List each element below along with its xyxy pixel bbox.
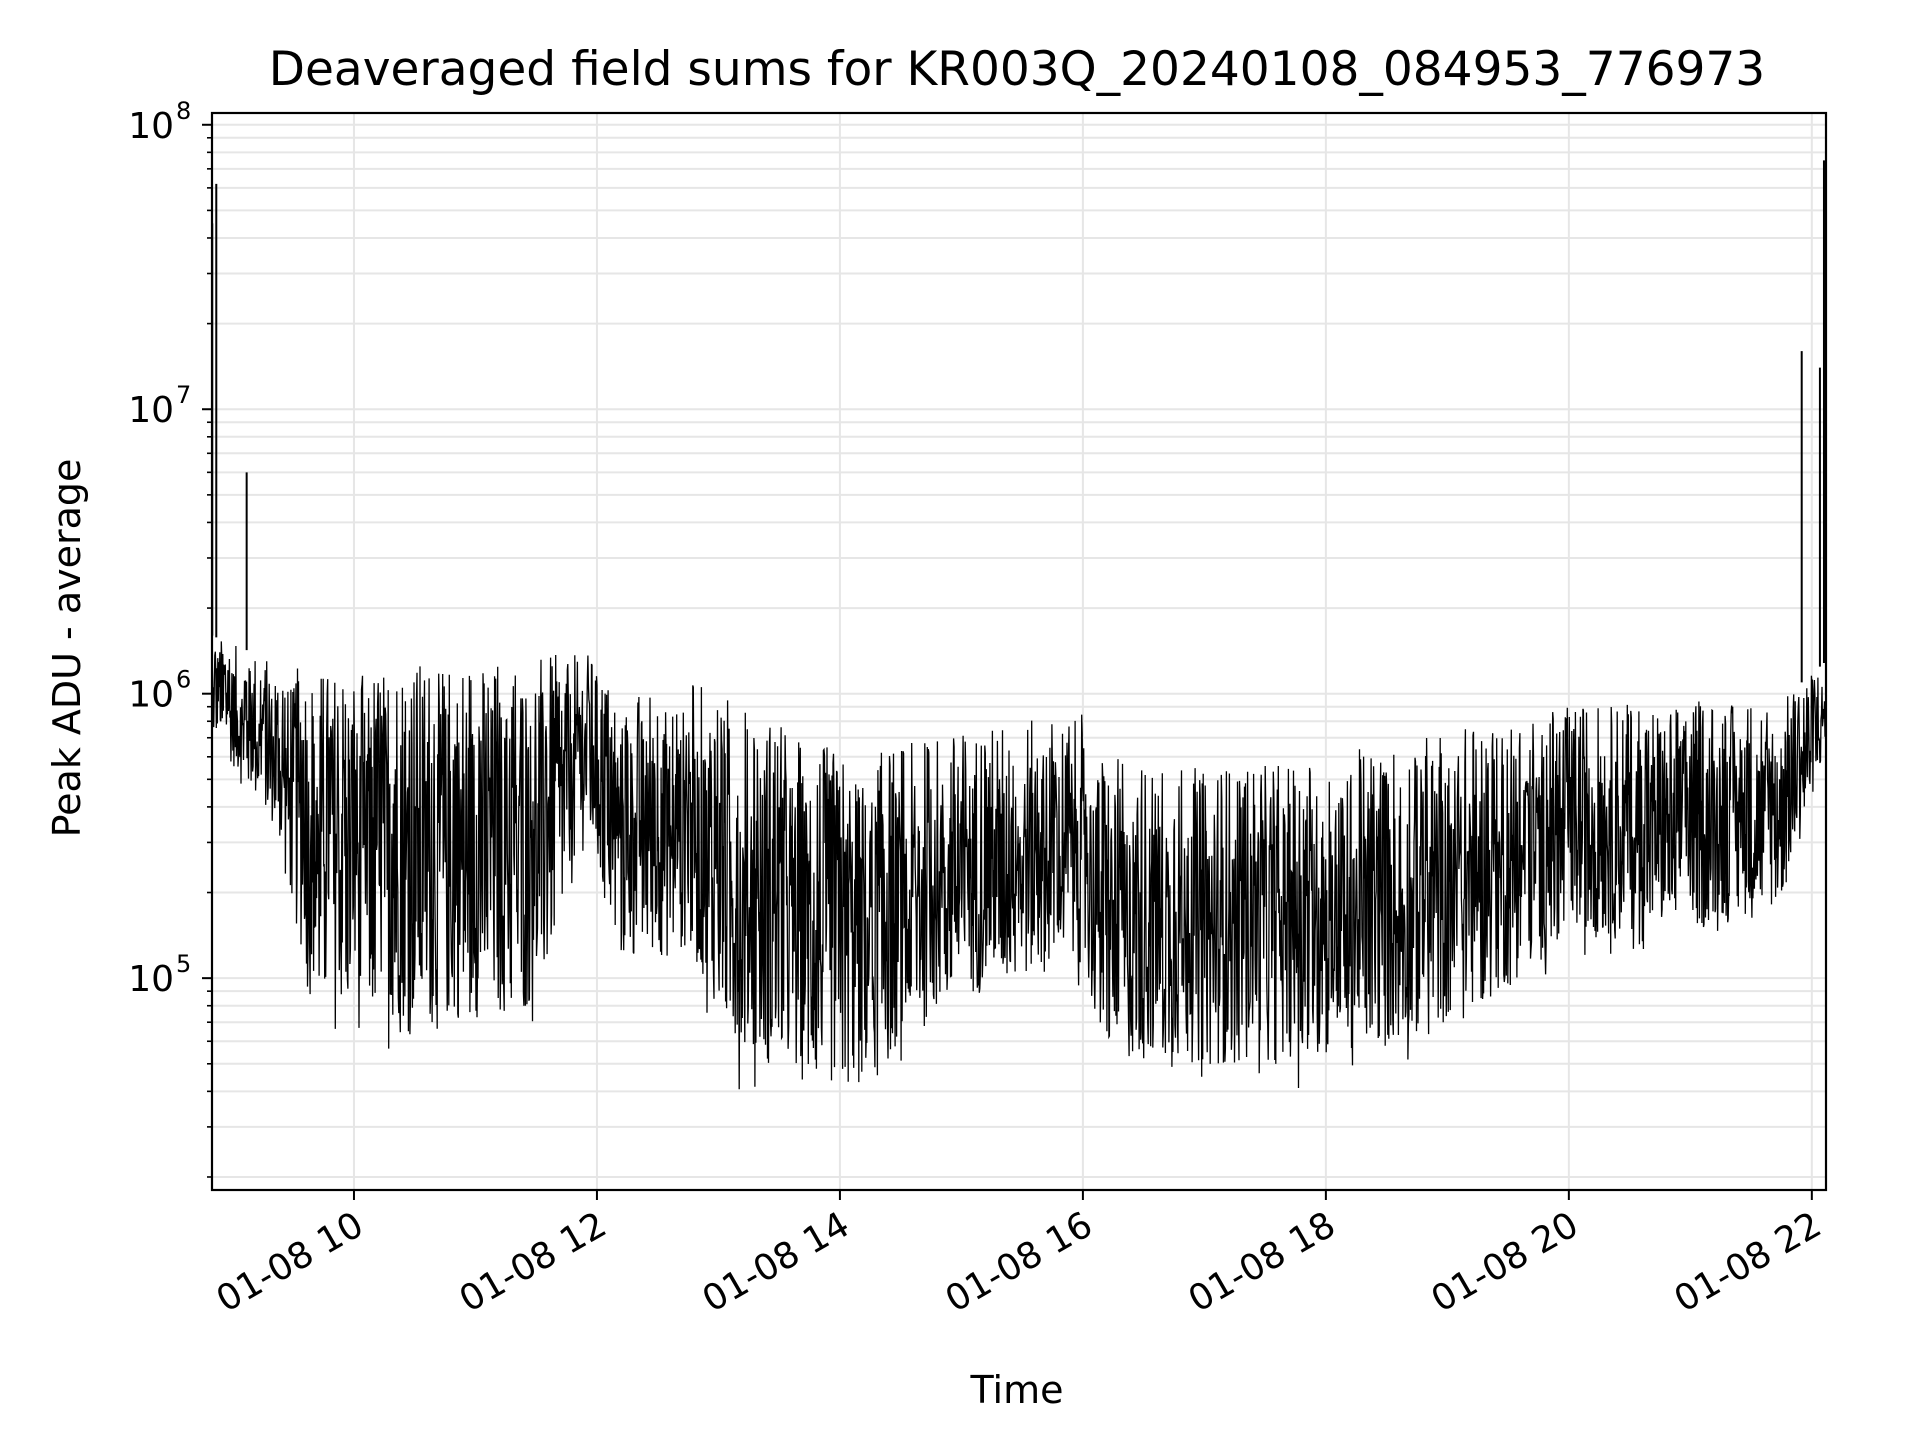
y-tick-exponent: 6 (176, 666, 191, 694)
y-tick-exponent: 8 (176, 97, 191, 125)
x-axis-label: Time (970, 1368, 1064, 1412)
series-line (211, 641, 1827, 1090)
y-tick-exponent: 5 (176, 950, 191, 978)
y-tick-exponent: 7 (176, 381, 191, 409)
y-tick-label: 10 (128, 390, 174, 431)
y-tick-label: 10 (128, 959, 174, 1000)
y-tick-label: 10 (128, 106, 174, 147)
y-tick-label: 10 (128, 675, 174, 716)
chart-title: Deaveraged field sums for KR003Q_2024010… (269, 42, 1765, 97)
plot-frame (210, 111, 1828, 1192)
y-axis-label: Peak ADU - average (45, 459, 89, 838)
